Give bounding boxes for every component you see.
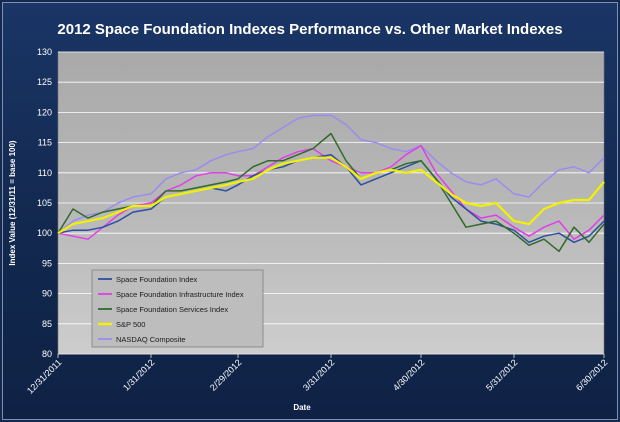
legend-entry: Space Foundation Infrastructure Index	[116, 290, 244, 299]
y-tick-label: 85	[42, 319, 52, 329]
x-tick-label: 1/31/2012	[121, 357, 156, 392]
y-tick-label: 120	[37, 107, 52, 117]
series-lines	[57, 114, 605, 253]
series-line	[57, 114, 605, 234]
y-tick-label: 100	[37, 228, 52, 238]
y-tick-label: 110	[38, 168, 52, 178]
legend: Space Foundation Index Space Foundation I…	[91, 269, 264, 348]
legend-entry: Space Foundation Services Index	[116, 305, 228, 314]
x-tick-label: 4/30/2012	[391, 357, 426, 392]
legend-entry: S&P 500	[116, 320, 145, 329]
series-line	[57, 153, 605, 244]
y-axis-ticks: 80 85 90 95 100 105 110 115 120 125 130	[37, 47, 52, 359]
y-tick-label: 95	[42, 258, 52, 268]
x-tick-label: 5/31/2012	[484, 357, 519, 392]
x-axis-label: Date	[293, 403, 311, 412]
legend-items: Space Foundation Index Space Foundation I…	[98, 275, 244, 344]
legend-entry: Space Foundation Index	[116, 275, 198, 284]
y-tick-label: 130	[37, 47, 52, 57]
y-tick-label: 125	[37, 77, 52, 87]
x-tick-label: 3/31/2012	[301, 357, 336, 392]
y-axis-label: Index Value (12/31/11 = base 100)	[8, 140, 17, 266]
series-line	[57, 156, 605, 235]
x-tick-label: 6/30/2012	[574, 357, 609, 392]
x-tick-label: 2/29/2012	[208, 357, 243, 392]
x-axis-ticks: 12/31/2011 1/31/2012 2/29/2012 3/31/2012 4/3…	[25, 354, 609, 396]
y-tick-label: 80	[42, 349, 52, 359]
y-tick-label: 105	[37, 198, 52, 208]
chart-title: 2012 Space Foundation Indexes Performanc…	[57, 21, 562, 38]
series-line	[57, 144, 605, 240]
y-tick-label: 90	[42, 289, 52, 299]
x-tick-label: 12/31/2011	[25, 357, 63, 395]
legend-box	[91, 269, 264, 348]
legend-entry: NASDAQ Composite	[116, 335, 186, 344]
y-tick-label: 115	[38, 138, 52, 148]
